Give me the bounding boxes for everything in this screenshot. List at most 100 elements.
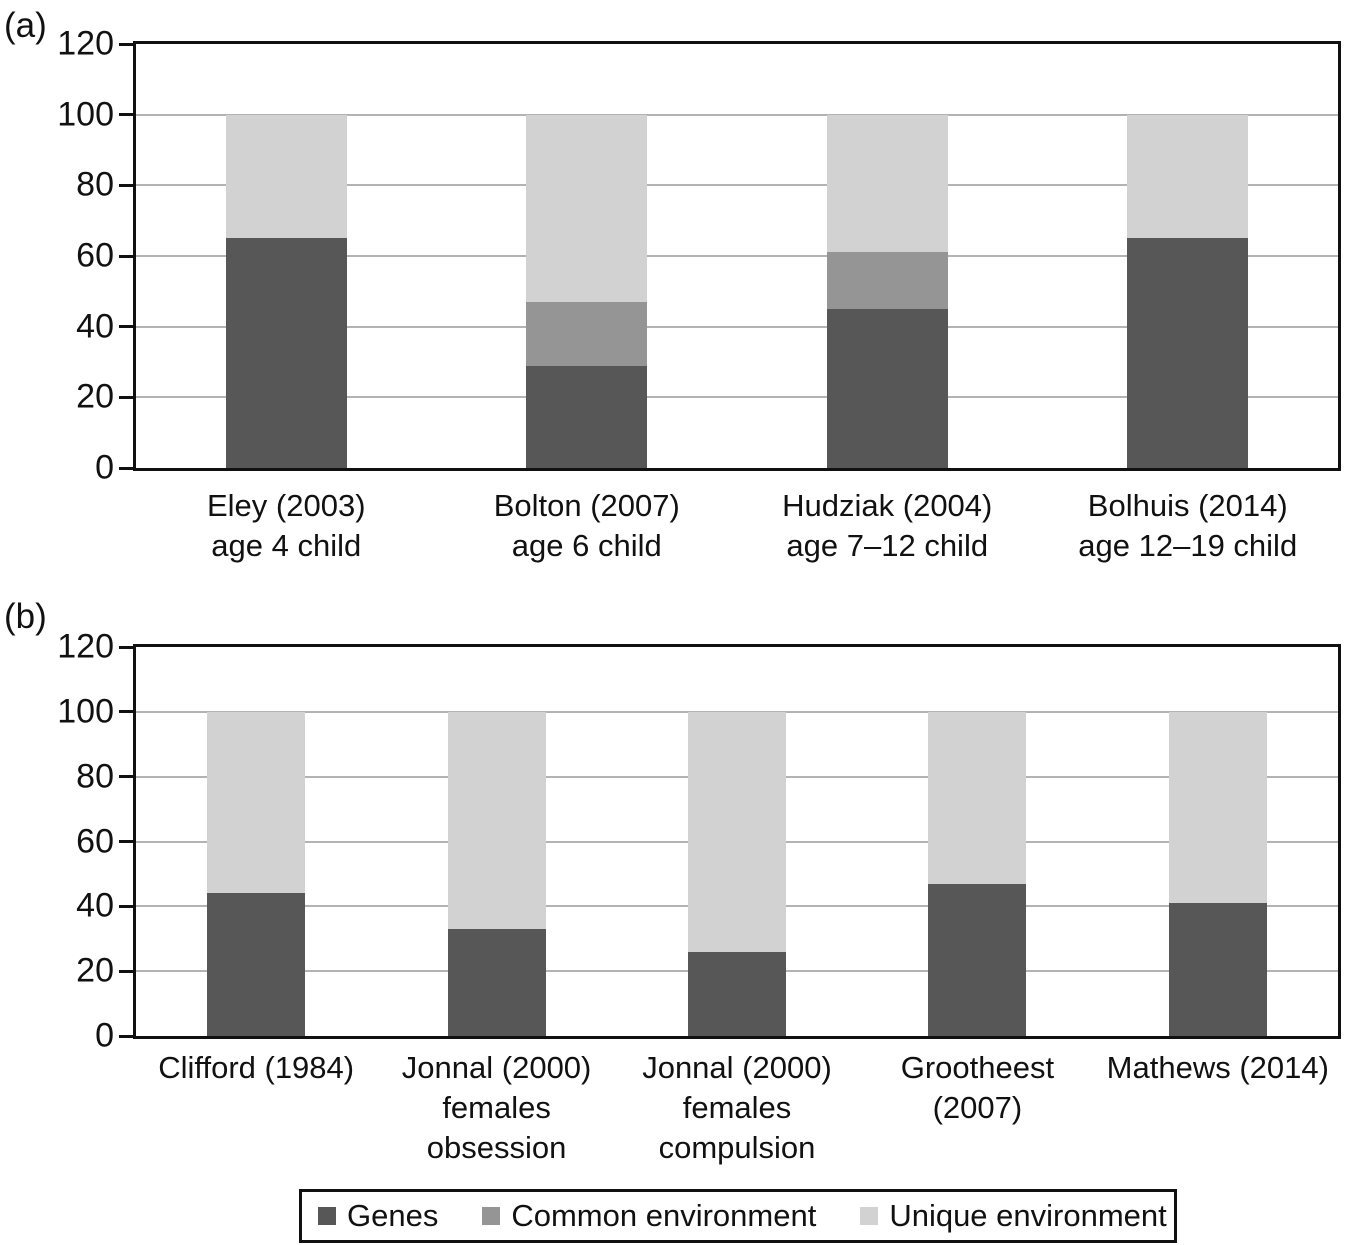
x-category-label-line: females (682, 1090, 792, 1125)
bar-segment-common-environment (526, 301, 648, 366)
legend: Genes Common environment Unique environm… (299, 1189, 1177, 1243)
x-category-label: Clifford (1984) (86, 1048, 426, 1088)
y-tick-label-80: 80 (76, 757, 114, 796)
y-tick-mark-0 (119, 466, 134, 470)
x-category-label: Grootheest (2007) (807, 1048, 1147, 1128)
legend-label-unique-environment: Unique environment (889, 1198, 1167, 1233)
gridline-40 (136, 325, 1338, 328)
bar-segment-unique-environment (225, 114, 347, 239)
x-category-label-line: Jonnal (2000) (401, 1050, 592, 1085)
bar-segment-unique-environment (688, 711, 786, 952)
common-environment-swatch-icon (482, 1207, 501, 1225)
bar-segment-unique-environment (447, 711, 546, 930)
x-category-label-line: Hudziak (2004) (782, 488, 993, 523)
y-tick-label-120: 120 (57, 24, 114, 63)
genes-swatch-icon (318, 1207, 336, 1225)
y-tick-label-20: 20 (76, 377, 114, 416)
y-tick-label-100: 100 (57, 95, 114, 134)
x-category-label-line: Mathews (2014) (1106, 1050, 1329, 1085)
legend-item-unique-environment: Unique environment (860, 1198, 1167, 1234)
legend-item-common-environment: Common environment (482, 1198, 816, 1234)
bar-Jonnal (2000) (688, 647, 786, 1036)
bar-segment-unique-environment (207, 711, 306, 894)
x-category-label: Bolhuis (2014) age 12–19 child (1018, 486, 1350, 566)
panel-b-plot-area: 0 20 40 60 80 100 120 (57, 628, 1341, 1055)
bar-segment-genes (1127, 238, 1249, 468)
bar-segment-genes (526, 365, 648, 468)
x-category-label-line: obsession (426, 1130, 567, 1165)
y-tick-label-120: 120 (57, 627, 114, 666)
bar-segment-genes (207, 893, 306, 1036)
y-tick-mark-20 (119, 969, 134, 973)
x-category-label: Mathews (2014) (1048, 1048, 1350, 1088)
unique-environment-swatch-icon (860, 1207, 879, 1225)
y-tick-mark-120 (119, 42, 134, 46)
bar-segment-common-environment (826, 252, 948, 309)
x-category-label-line: compulsion (658, 1130, 816, 1165)
panel-a-label: (a) (4, 6, 47, 45)
bar-segment-unique-environment (526, 114, 648, 302)
bar-segment-unique-environment (1127, 114, 1249, 239)
y-tick-label-60: 60 (76, 822, 114, 860)
x-category-label: Jonnal (2000) females obsession (327, 1048, 667, 1168)
y-tick-mark-0 (119, 1034, 134, 1038)
bar-Jonnal (2000) (447, 647, 546, 1036)
gridline-80 (136, 184, 1338, 187)
y-tick-mark-60 (119, 254, 134, 258)
bar-segment-genes (928, 883, 1027, 1036)
legend-item-genes: Genes (318, 1198, 438, 1234)
bar-Mathews (2014) (1168, 647, 1267, 1036)
y-tick-mark-80 (119, 775, 134, 779)
x-category-label-line: Eley (2003) (206, 488, 366, 523)
bar-segment-unique-environment (826, 114, 948, 253)
bar-Clifford (1984) (207, 647, 306, 1036)
gridline-100 (136, 710, 1338, 713)
bar-segment-unique-environment (1168, 711, 1267, 904)
bar-Hudziak (2004) (826, 44, 948, 468)
x-category-label-line: age 6 child (511, 528, 662, 563)
legend-label-genes: Genes (347, 1198, 439, 1233)
x-category-label-line: Clifford (1984) (158, 1050, 355, 1085)
panel-b-label: (b) (4, 597, 47, 636)
bar-segment-genes (1168, 903, 1267, 1036)
bar-segment-unique-environment (928, 711, 1027, 884)
gridline-20 (136, 396, 1338, 399)
x-category-label-line: age 4 child (211, 528, 362, 563)
bar-Eley (2003) (225, 44, 347, 468)
y-tick-label-80: 80 (76, 165, 114, 204)
y-tick-label-20: 20 (76, 951, 114, 990)
y-tick-mark-80 (119, 183, 134, 187)
x-category-label-line: Bolhuis (2014) (1087, 488, 1288, 523)
bar-Bolhuis (2014) (1127, 44, 1249, 468)
gridline-60 (136, 255, 1338, 257)
y-tick-mark-100 (119, 710, 134, 714)
y-tick-label-100: 100 (57, 692, 114, 731)
y-tick-label-60: 60 (76, 236, 114, 275)
bar-Bolton (2007) (526, 44, 648, 468)
y-tick-label-0: 0 (95, 1016, 114, 1055)
y-tick-mark-60 (119, 840, 134, 843)
x-category-label-line: Jonnal (2000) (642, 1050, 832, 1085)
y-tick-mark-40 (119, 904, 134, 908)
x-category-label: Eley (2003) age 4 child (116, 486, 456, 566)
y-tick-mark-40 (119, 325, 134, 329)
x-category-label: Jonnal (2000) females compulsion (567, 1048, 907, 1168)
x-category-label-line: Grootheest (900, 1050, 1055, 1085)
bar-segment-genes (447, 929, 546, 1036)
x-category-label-line: age 7–12 child (786, 528, 989, 563)
gridline-100 (136, 113, 1338, 116)
y-tick-label-40: 40 (76, 307, 114, 346)
y-tick-mark-120 (119, 645, 134, 649)
x-category-label: Bolton (2007) age 6 child (417, 486, 757, 566)
y-tick-mark-20 (119, 395, 134, 399)
x-category-label-line: age 12–19 child (1078, 528, 1298, 563)
y-tick-mark-100 (119, 113, 134, 117)
y-tick-label-0: 0 (95, 448, 114, 487)
x-category-label: Hudziak (2004) age 7–12 child (717, 486, 1057, 566)
y-tick-label-40: 40 (76, 886, 114, 925)
x-category-label-line: Bolton (2007) (493, 488, 680, 523)
panel-a-plot-area: 0 20 40 60 80 100 120 (57, 25, 1341, 487)
bar-Grootheest (928, 647, 1027, 1036)
bar-segment-genes (826, 309, 948, 468)
